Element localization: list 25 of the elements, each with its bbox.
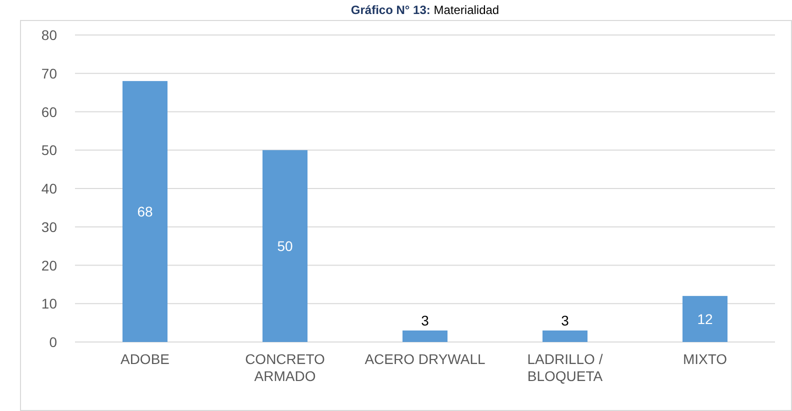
y-tick-label: 50 — [41, 142, 58, 158]
x-tick-label: CONCRETO ARMADO — [245, 351, 326, 384]
bar — [262, 150, 308, 342]
y-tick-label: 30 — [41, 218, 58, 235]
y-tick-label: 0 — [49, 334, 58, 350]
data-label: 3 — [561, 312, 570, 328]
x-tick-label: LADRILLO / BLOQUETA — [527, 351, 604, 384]
data-label: 50 — [277, 238, 293, 254]
data-label: 12 — [697, 310, 713, 327]
data-label: 3 — [421, 312, 430, 328]
bar — [402, 330, 448, 342]
x-tick-label: ADOBE — [120, 351, 170, 367]
y-tick-label: 10 — [41, 296, 58, 312]
x-tick-label: ACERO DRYWALL — [364, 351, 486, 367]
chart-title: Gráfico N° 13: Materialidad — [350, 3, 500, 17]
bar — [542, 330, 588, 342]
x-tick-label: MIXTO — [682, 351, 728, 367]
y-tick-label: 60 — [41, 104, 58, 120]
y-tick-label: 20 — [41, 257, 58, 274]
data-label: 68 — [137, 204, 153, 220]
bar — [682, 296, 728, 342]
y-tick-label: 70 — [41, 65, 58, 82]
bar — [122, 81, 168, 342]
y-tick-label: 40 — [41, 180, 58, 196]
y-tick-label: 80 — [41, 27, 58, 43]
